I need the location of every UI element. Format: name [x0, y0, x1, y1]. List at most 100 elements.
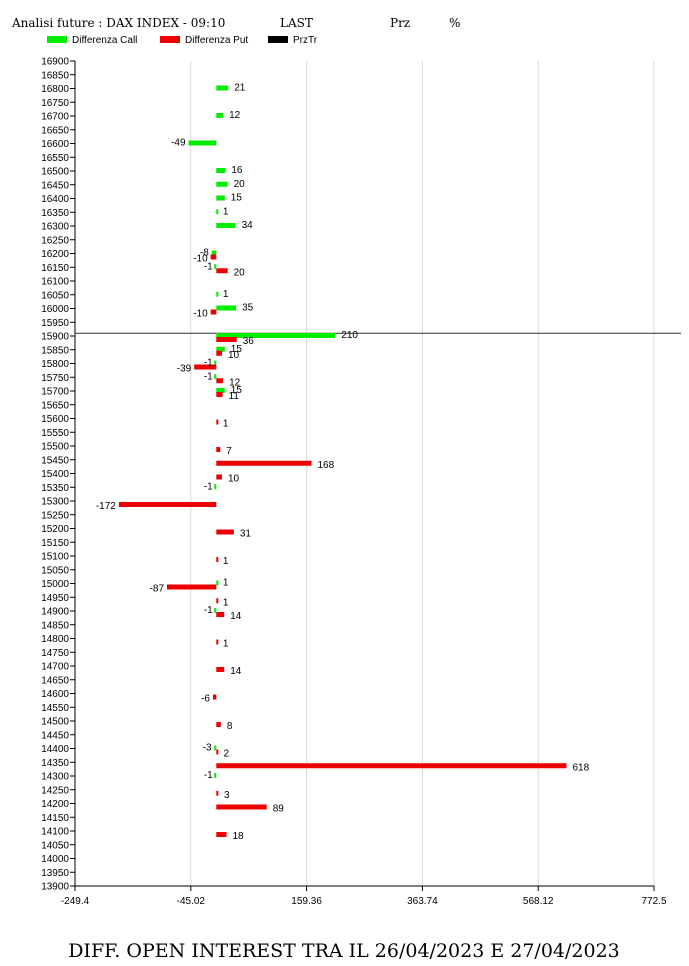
put-bar [216, 598, 219, 604]
call-value-label: -3 [203, 743, 212, 754]
call-bar [216, 223, 236, 228]
y-tick-label: 15450 [41, 455, 69, 466]
put-value-label: 36 [243, 336, 255, 347]
y-tick-label: 15050 [41, 565, 69, 576]
put-value-label: 20 [234, 267, 246, 278]
legend-swatch-prztr [268, 36, 288, 43]
y-tick-label: 15800 [41, 359, 69, 370]
y-tick-label: 16600 [41, 139, 69, 150]
put-bar [216, 722, 221, 727]
call-bar [214, 608, 217, 613]
y-tick-label: 15750 [41, 373, 69, 384]
call-value-label: 210 [341, 330, 358, 341]
y-tick-label: 14350 [41, 758, 69, 769]
put-bar [216, 460, 312, 466]
y-tick-label: 15350 [41, 483, 69, 494]
put-bar [216, 639, 219, 645]
chart-caption: DIFF. OPEN INTEREST TRA IL 26/04/2023 E … [68, 940, 620, 962]
call-value-label: -1 [204, 605, 213, 616]
y-tick-label: 13950 [41, 868, 69, 879]
axes: -249.4 -45.02 159.36 363.74 568.12 772.5 16900… [41, 57, 667, 908]
call-value-label: 21 [234, 83, 246, 94]
put-value-label: 14 [230, 611, 242, 622]
y-tick-label: 14850 [41, 620, 69, 631]
put-value-label: 1 [223, 419, 229, 430]
header-pct-label: % [449, 16, 460, 30]
header-prz-label: Prz [390, 16, 410, 30]
put-bar [216, 474, 222, 480]
put-value-label: -39 [177, 364, 192, 375]
y-tick-label: 15400 [41, 469, 69, 480]
y-tick-label: 16550 [41, 153, 69, 164]
call-bar [214, 484, 217, 490]
call-bar [211, 250, 217, 256]
put-bar [216, 447, 221, 452]
put-value-label: 1 [223, 639, 229, 650]
call-value-label: 20 [234, 179, 246, 190]
call-bar [216, 388, 225, 393]
y-tick-label: 16300 [41, 222, 69, 233]
put-bar [167, 584, 217, 590]
put-bar [216, 337, 237, 342]
put-value-label: 18 [233, 831, 245, 842]
legend-label-call: Differenza Call [72, 35, 137, 46]
put-value-label: 168 [317, 460, 334, 471]
put-value-label: -172 [96, 501, 116, 512]
legend-swatch-put [160, 36, 180, 43]
y-tick-label: 16900 [41, 57, 69, 68]
call-value-label: -1 [204, 371, 213, 382]
y-tick-label: 15100 [41, 552, 69, 563]
y-tick-label: 16750 [41, 98, 69, 109]
call-bar [214, 745, 217, 751]
call-bar [214, 360, 217, 366]
put-bar [216, 790, 219, 796]
put-value-label: 11 [229, 391, 240, 402]
y-tick-label: 15500 [41, 442, 69, 453]
y-tick-label: 14700 [41, 662, 69, 673]
put-bar [216, 557, 219, 562]
y-tick-label: 14250 [41, 785, 69, 796]
call-bar [216, 333, 336, 338]
legend-swatch-call [47, 36, 67, 43]
call-value-label: -8 [200, 248, 209, 259]
y-tick-label: 16650 [41, 125, 69, 136]
call-value-label: -1 [204, 358, 213, 369]
put-bar [216, 268, 228, 274]
x-tick-label: -249.4 [61, 896, 90, 907]
put-value-label: -6 [201, 694, 210, 705]
y-tick-label: 14900 [41, 607, 69, 618]
y-tick-label: 16350 [41, 208, 69, 219]
call-bar [216, 195, 225, 201]
call-value-label: 16 [231, 165, 243, 176]
y-tick-label: 15000 [41, 579, 69, 590]
call-value-label: 15 [231, 385, 243, 396]
put-value-label: 12 [229, 377, 241, 388]
put-value-label: 8 [227, 721, 233, 732]
y-tick-label: 15250 [41, 510, 69, 521]
put-value-label: 10 [228, 350, 240, 361]
call-bar [216, 181, 228, 187]
y-tick-label: 15650 [41, 400, 69, 411]
header-last-label: LAST [280, 16, 313, 30]
y-tick-label: 15550 [41, 428, 69, 439]
y-tick-label: 14800 [41, 634, 69, 645]
y-tick-label: 15300 [41, 497, 69, 508]
call-bar [216, 580, 219, 586]
call-value-label: -1 [204, 261, 213, 272]
call-bar [216, 113, 224, 118]
y-tick-label: 14600 [41, 689, 69, 700]
x-tick-label: 568.12 [523, 896, 554, 907]
put-bar [216, 832, 227, 837]
x-tick-label: 772.5 [641, 896, 666, 907]
y-tick-label: 16150 [41, 263, 69, 274]
y-tick-label: 15900 [41, 332, 69, 343]
y-tick-label: 16450 [41, 180, 69, 191]
header-title: Analisi future : DAX INDEX - 09:10 [11, 16, 225, 30]
call-value-label: 12 [229, 110, 241, 121]
call-bar [216, 346, 225, 352]
put-value-label: -87 [150, 584, 165, 595]
put-value-label: 3 [224, 790, 230, 801]
y-tick-label: 15700 [41, 387, 69, 398]
put-bar [216, 749, 219, 755]
